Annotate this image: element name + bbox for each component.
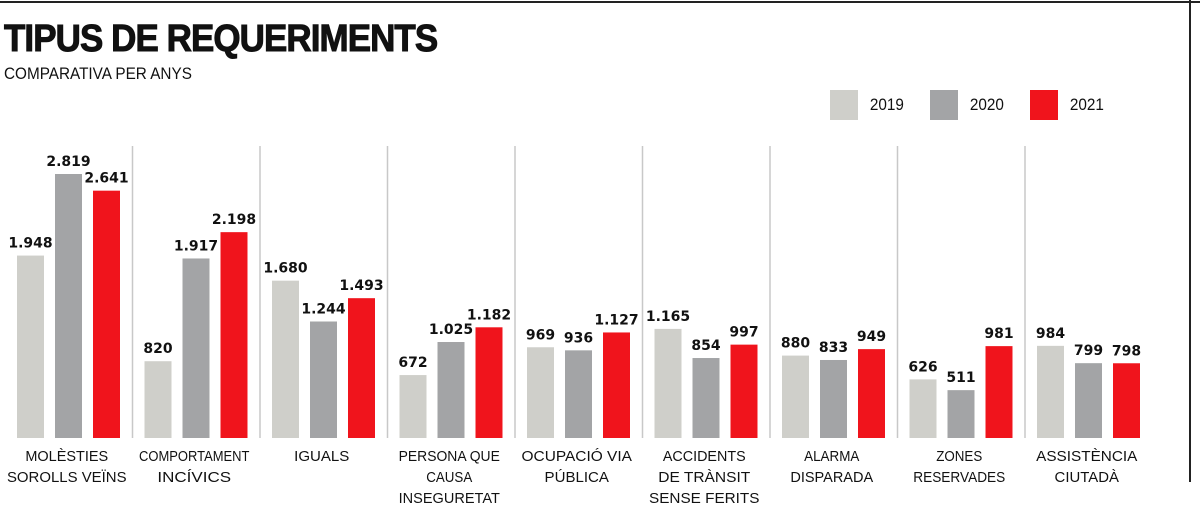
category-label: PERSONA QUE bbox=[399, 448, 500, 465]
data-label: 798 bbox=[1112, 343, 1141, 359]
bar-2021 bbox=[475, 327, 503, 438]
category-label: COMPORTAMENT bbox=[139, 448, 249, 465]
data-label: 1.917 bbox=[174, 238, 218, 254]
bar-2019 bbox=[1037, 345, 1064, 438]
bar-2020 bbox=[55, 174, 82, 438]
category-label: ALARMA bbox=[804, 448, 859, 465]
category-label: DE TRÀNSIT bbox=[658, 469, 750, 486]
bar-2020 bbox=[437, 342, 465, 438]
bar-2019 bbox=[654, 328, 682, 438]
data-label: 1.182 bbox=[467, 307, 511, 323]
data-label: 854 bbox=[691, 338, 720, 354]
legend-label: 2020 bbox=[969, 95, 1004, 114]
category-label: CIUTADÀ bbox=[1055, 469, 1119, 486]
data-label: 997 bbox=[729, 325, 758, 341]
bar-2021 bbox=[348, 298, 375, 438]
bar-2019 bbox=[272, 280, 299, 438]
bar-2019 bbox=[909, 379, 937, 438]
category-label: CAUSA bbox=[426, 469, 472, 486]
legend: 2019 2020 2021 bbox=[830, 90, 1129, 120]
chart-title: TIPUS DE REQUERIMENTS bbox=[4, 18, 439, 61]
category-label: INSEGURETAT bbox=[399, 490, 500, 507]
bar-2019 bbox=[527, 347, 554, 438]
data-label: 1.165 bbox=[646, 309, 690, 325]
category-label: ACCIDENTS bbox=[663, 448, 746, 465]
category-label: PÚBLICA bbox=[545, 469, 609, 486]
legend-label: 2019 bbox=[869, 95, 904, 114]
data-label: 820 bbox=[143, 341, 172, 357]
bar-2020 bbox=[947, 390, 975, 438]
chart-subtitle: COMPARATIVA PER ANYS bbox=[4, 64, 192, 83]
data-label: 833 bbox=[819, 340, 848, 356]
data-label: 1.493 bbox=[339, 278, 383, 294]
category-label: INCÍVICS bbox=[157, 469, 231, 486]
bar-2019 bbox=[17, 255, 44, 438]
bar-2019 bbox=[782, 355, 809, 438]
category-label: SOROLLS VEÏNS bbox=[7, 469, 127, 486]
bar-2020 bbox=[310, 321, 337, 438]
data-label: 799 bbox=[1074, 343, 1103, 359]
data-label: 2.641 bbox=[84, 171, 128, 187]
legend-swatch bbox=[929, 90, 958, 120]
data-label: 511 bbox=[946, 370, 975, 386]
category-label: OCUPACIÓ VIA bbox=[522, 448, 632, 465]
category-label: ASSISTÈNCIA bbox=[1036, 448, 1137, 465]
category-label: MOLÈSTIES bbox=[25, 448, 108, 465]
bar-2019 bbox=[144, 361, 172, 438]
data-label: 1.244 bbox=[301, 301, 346, 317]
data-label: 1.948 bbox=[8, 236, 52, 252]
data-label: 1.127 bbox=[594, 312, 638, 328]
bar-2020 bbox=[182, 258, 210, 438]
data-label: 1.680 bbox=[263, 261, 308, 277]
data-label: 969 bbox=[526, 327, 555, 343]
bar-2021 bbox=[730, 344, 758, 438]
category-label: IGUALS bbox=[294, 448, 349, 465]
legend-label: 2021 bbox=[1069, 95, 1104, 114]
right-rule bbox=[1189, 0, 1191, 482]
bar-2020 bbox=[1075, 363, 1102, 438]
legend-item-2019: 2019 bbox=[830, 90, 906, 120]
legend-item-2020: 2020 bbox=[929, 90, 1006, 120]
category-label: SENSE FERITS bbox=[649, 490, 759, 507]
legend-item-2021: 2021 bbox=[1029, 90, 1106, 120]
category-label: DISPARADA bbox=[790, 469, 873, 486]
data-label: 2.198 bbox=[212, 212, 256, 228]
data-label: 984 bbox=[1036, 326, 1065, 342]
data-label: 936 bbox=[564, 330, 593, 346]
data-label: 626 bbox=[908, 359, 937, 375]
bar-2021 bbox=[603, 332, 630, 438]
data-label: 981 bbox=[984, 326, 1013, 342]
bar-2019 bbox=[399, 375, 427, 438]
bar-2021 bbox=[1113, 363, 1140, 438]
bar-2021 bbox=[858, 349, 885, 438]
bar-2020 bbox=[565, 350, 592, 438]
bar-2021 bbox=[220, 232, 248, 438]
bar-2021 bbox=[985, 346, 1013, 438]
top-rule bbox=[0, 1, 1200, 3]
data-label: 2.819 bbox=[46, 154, 90, 170]
legend-swatch bbox=[830, 90, 858, 120]
data-label: 672 bbox=[398, 355, 427, 371]
bar-2021 bbox=[93, 190, 120, 438]
data-label: 880 bbox=[781, 336, 810, 352]
data-label: 949 bbox=[857, 329, 886, 345]
category-label: RESERVADES bbox=[913, 469, 1005, 486]
category-label: ZONES bbox=[936, 448, 982, 465]
data-label: 1.025 bbox=[429, 322, 473, 338]
bar-2020 bbox=[692, 358, 720, 438]
bar-2020 bbox=[820, 359, 847, 438]
legend-swatch bbox=[1029, 90, 1058, 120]
